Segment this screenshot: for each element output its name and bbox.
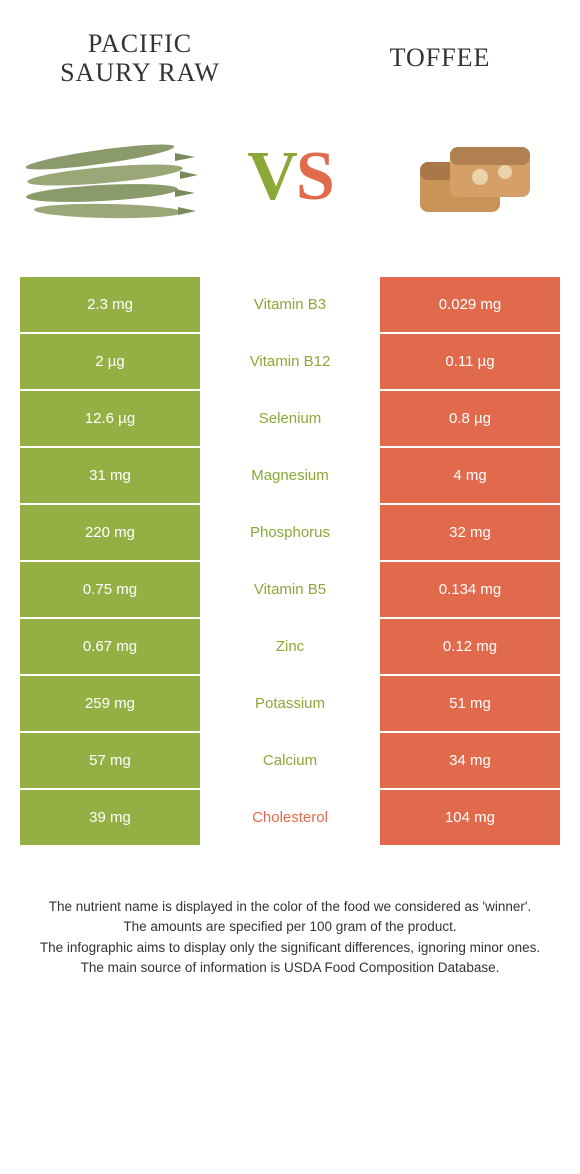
left-value-cell: 220 mg: [20, 505, 200, 560]
nutrient-name-cell: Potassium: [200, 676, 380, 731]
vs-label: VS: [247, 137, 333, 217]
right-value-cell: 4 mg: [380, 448, 560, 503]
table-row: 0.67 mgZinc0.12 mg: [20, 619, 560, 674]
left-value-cell: 39 mg: [20, 790, 200, 845]
right-value-cell: 0.029 mg: [380, 277, 560, 332]
left-food-title: Pacific saury raw: [40, 30, 240, 87]
table-row: 2 µgVitamin B120.11 µg: [20, 334, 560, 389]
right-food-title: Toffee: [340, 44, 540, 73]
table-row: 57 mgCalcium34 mg: [20, 733, 560, 788]
vs-v: V: [247, 138, 296, 215]
left-value-cell: 259 mg: [20, 676, 200, 731]
left-value-cell: 0.67 mg: [20, 619, 200, 674]
nutrient-name-cell: Magnesium: [200, 448, 380, 503]
images-row: VS: [0, 97, 580, 277]
footer-line-1: The nutrient name is displayed in the co…: [30, 897, 550, 917]
left-food-image: [20, 112, 200, 242]
footer-line-2: The amounts are specified per 100 gram o…: [30, 917, 550, 937]
left-value-cell: 0.75 mg: [20, 562, 200, 617]
right-value-cell: 104 mg: [380, 790, 560, 845]
right-value-cell: 0.8 µg: [380, 391, 560, 446]
left-value-cell: 57 mg: [20, 733, 200, 788]
nutrient-name-cell: Calcium: [200, 733, 380, 788]
right-value-cell: 51 mg: [380, 676, 560, 731]
table-row: 12.6 µgSelenium0.8 µg: [20, 391, 560, 446]
footer-notes: The nutrient name is displayed in the co…: [0, 847, 580, 978]
footer-line-3: The infographic aims to display only the…: [30, 938, 550, 958]
right-value-cell: 0.134 mg: [380, 562, 560, 617]
nutrient-name-cell: Zinc: [200, 619, 380, 674]
right-value-cell: 0.11 µg: [380, 334, 560, 389]
vs-s: S: [296, 138, 333, 215]
right-food-image: [380, 112, 560, 242]
left-value-cell: 31 mg: [20, 448, 200, 503]
table-row: 0.75 mgVitamin B50.134 mg: [20, 562, 560, 617]
nutrient-name-cell: Vitamin B5: [200, 562, 380, 617]
left-value-cell: 2.3 mg: [20, 277, 200, 332]
table-row: 39 mgCholesterol104 mg: [20, 790, 560, 845]
table-row: 220 mgPhosphorus32 mg: [20, 505, 560, 560]
nutrient-name-cell: Vitamin B12: [200, 334, 380, 389]
right-value-cell: 32 mg: [380, 505, 560, 560]
left-value-cell: 2 µg: [20, 334, 200, 389]
nutrient-name-cell: Cholesterol: [200, 790, 380, 845]
right-value-cell: 34 mg: [380, 733, 560, 788]
left-value-cell: 12.6 µg: [20, 391, 200, 446]
right-value-cell: 0.12 mg: [380, 619, 560, 674]
table-row: 31 mgMagnesium4 mg: [20, 448, 560, 503]
table-row: 2.3 mgVitamin B30.029 mg: [20, 277, 560, 332]
footer-line-4: The main source of information is USDA F…: [30, 958, 550, 978]
nutrient-name-cell: Phosphorus: [200, 505, 380, 560]
comparison-table: 2.3 mgVitamin B30.029 mg2 µgVitamin B120…: [20, 277, 560, 845]
table-row: 259 mgPotassium51 mg: [20, 676, 560, 731]
nutrient-name-cell: Vitamin B3: [200, 277, 380, 332]
nutrient-name-cell: Selenium: [200, 391, 380, 446]
header: Pacific saury raw Toffee: [0, 0, 580, 97]
